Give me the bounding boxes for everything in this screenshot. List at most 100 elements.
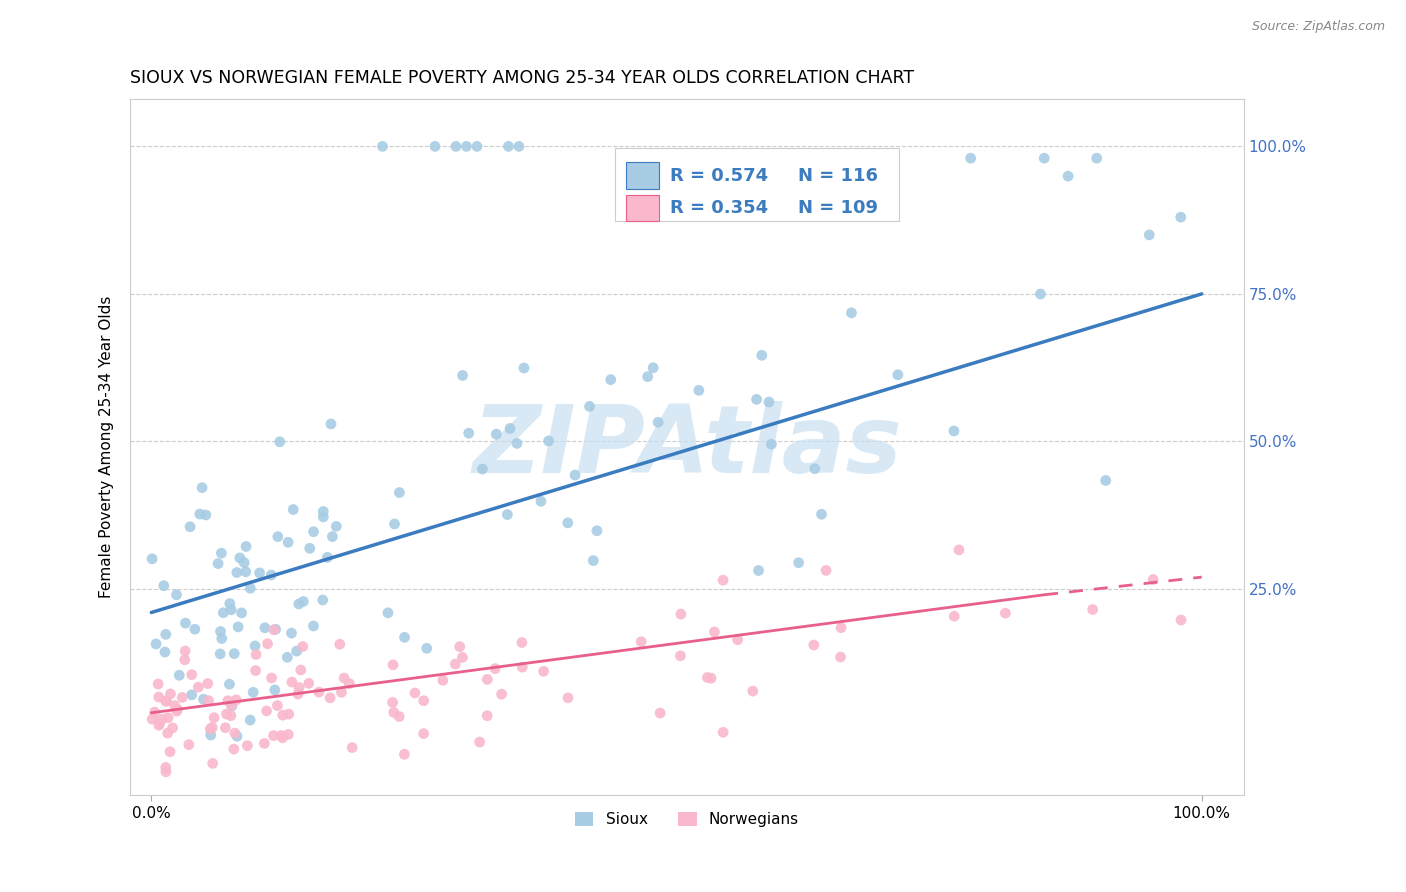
Point — [235, 540, 257, 554]
Point — [256, 637, 278, 651]
Point — [412, 694, 434, 708]
Point — [471, 462, 494, 476]
Point — [201, 756, 224, 771]
Point — [451, 650, 474, 665]
Point — [166, 704, 188, 718]
Point — [197, 693, 219, 707]
Point — [942, 424, 965, 438]
Point — [243, 639, 266, 653]
Point — [172, 690, 194, 705]
Point — [280, 626, 302, 640]
Point — [143, 705, 166, 719]
Point — [159, 745, 181, 759]
Point — [475, 708, 498, 723]
Point — [943, 609, 966, 624]
Point — [647, 415, 669, 429]
Point — [948, 542, 970, 557]
Point — [741, 684, 763, 698]
Point — [191, 481, 214, 495]
Point — [530, 494, 553, 508]
Point — [266, 698, 288, 713]
Point — [184, 622, 207, 636]
Point — [388, 485, 411, 500]
Point — [281, 675, 304, 690]
Point — [382, 657, 405, 672]
Point — [298, 676, 321, 690]
Point — [239, 582, 262, 596]
Point — [197, 676, 219, 690]
Point — [1033, 151, 1056, 165]
Point — [513, 361, 536, 376]
Point — [404, 686, 426, 700]
Point — [451, 368, 474, 383]
Point — [319, 417, 342, 431]
FancyBboxPatch shape — [626, 162, 659, 189]
Point — [141, 551, 163, 566]
Point — [264, 623, 287, 637]
Point — [155, 760, 177, 774]
Point — [792, 151, 814, 165]
Text: N = 116: N = 116 — [799, 167, 879, 185]
Point — [217, 694, 239, 708]
Point — [157, 711, 180, 725]
Point — [174, 644, 197, 658]
Point — [276, 650, 298, 665]
Point — [491, 687, 513, 701]
Point — [510, 660, 533, 674]
Point — [221, 698, 243, 713]
Point — [225, 693, 247, 707]
Point — [269, 434, 291, 449]
Point — [456, 139, 478, 153]
Point — [669, 607, 692, 621]
Point — [277, 707, 299, 722]
Point — [155, 627, 177, 641]
Point — [202, 711, 225, 725]
Point — [312, 504, 335, 518]
Point — [302, 619, 325, 633]
Point — [711, 573, 734, 587]
Point — [148, 690, 170, 704]
Point — [637, 369, 659, 384]
Point — [499, 421, 522, 435]
Point — [287, 687, 309, 701]
Point — [745, 392, 768, 407]
Point — [815, 564, 838, 578]
Point — [330, 685, 353, 699]
Point — [761, 437, 783, 451]
Point — [650, 706, 672, 720]
Point — [215, 706, 238, 721]
Point — [145, 637, 167, 651]
Point — [578, 400, 600, 414]
Point — [253, 736, 276, 750]
Point — [141, 712, 163, 726]
Point — [444, 657, 467, 671]
Point — [371, 139, 394, 153]
Point — [166, 588, 188, 602]
Point — [219, 603, 242, 617]
Point — [298, 541, 321, 556]
Point — [156, 694, 179, 708]
Point — [329, 637, 352, 651]
Point — [803, 638, 825, 652]
Point — [212, 606, 235, 620]
Point — [153, 579, 176, 593]
Point — [381, 695, 404, 709]
Point — [263, 623, 285, 637]
Point — [643, 360, 665, 375]
Point — [506, 436, 529, 450]
Point — [810, 508, 832, 522]
Point — [1057, 169, 1080, 183]
Point — [150, 712, 173, 726]
Text: Source: ZipAtlas.com: Source: ZipAtlas.com — [1251, 20, 1385, 33]
Point — [412, 726, 434, 740]
Point — [388, 709, 411, 723]
Point — [263, 682, 285, 697]
Point — [277, 535, 299, 549]
Point — [1137, 227, 1160, 242]
Point — [283, 502, 305, 516]
Text: R = 0.354: R = 0.354 — [671, 199, 769, 217]
Point — [703, 624, 725, 639]
Point — [444, 139, 467, 153]
Point — [564, 468, 586, 483]
Point — [256, 704, 278, 718]
